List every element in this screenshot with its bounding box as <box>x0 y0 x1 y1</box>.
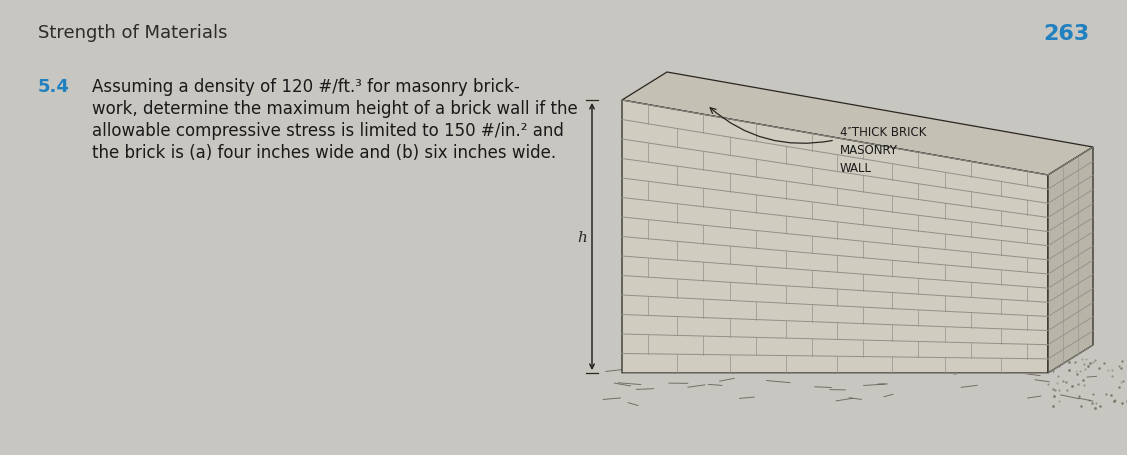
Text: allowable compressive stress is limited to 150 #/in.² and: allowable compressive stress is limited … <box>92 122 564 140</box>
Text: h: h <box>577 230 587 244</box>
Text: Strength of Materials: Strength of Materials <box>38 24 228 42</box>
Text: the brick is (a) four inches wide and (b) six inches wide.: the brick is (a) four inches wide and (b… <box>92 144 556 162</box>
Text: work, determine the maximum height of a brick wall if the: work, determine the maximum height of a … <box>92 100 578 118</box>
Text: Assuming a density of 120 #/ft.³ for masonry brick-: Assuming a density of 120 #/ft.³ for mas… <box>92 78 520 96</box>
Polygon shape <box>622 101 1048 373</box>
Polygon shape <box>622 73 1093 176</box>
Text: 4″THICK BRICK
MASONRY
WALL: 4″THICK BRICK MASONRY WALL <box>840 126 926 175</box>
Text: 263: 263 <box>1044 24 1090 44</box>
Text: 5.4: 5.4 <box>38 78 70 96</box>
Polygon shape <box>1048 148 1093 373</box>
